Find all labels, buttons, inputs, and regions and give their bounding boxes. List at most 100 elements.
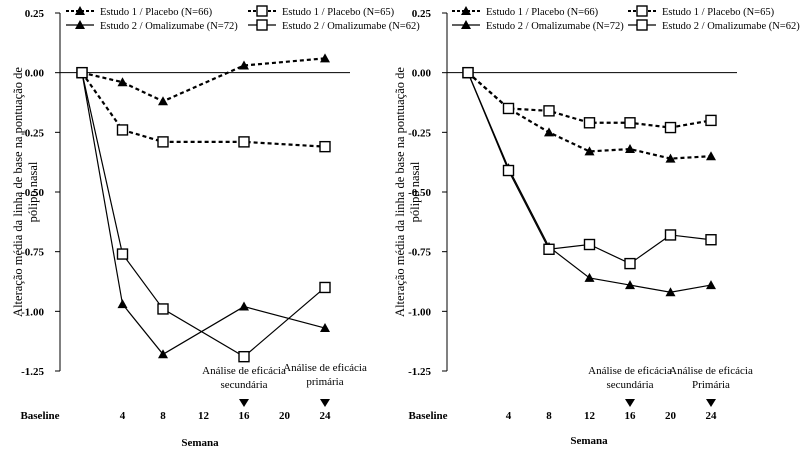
data-point-square [583,117,596,129]
data-point-triangle [706,280,716,290]
data-point-square [543,243,555,255]
annotation-arrow-icon [625,399,635,407]
data-point-square [664,121,677,134]
annotation-line-2: secundária [220,379,267,391]
legend-marker-icon [461,6,471,15]
series-1 [77,67,330,359]
data-point-triangle [625,144,635,154]
legend-marker-icon [256,19,268,31]
legend-label: Estudo 1 / Placebo (N=66) [100,7,213,18]
y-tick-label: 0.25 [412,8,432,20]
legend-marker-icon [75,6,85,15]
annotation-line-2: Primária [692,379,730,391]
annotation-arrow-icon [239,399,249,407]
series-line [467,71,712,160]
data-point-square [319,281,331,294]
data-point-square [116,124,129,136]
data-point-square [583,238,596,251]
data-point-square [705,234,717,246]
y-axis-label: Alteração média da linha de base na pont… [11,67,40,317]
series-line [81,72,326,358]
y-tick-label: 0.25 [25,8,45,20]
x-tick-label: 24 [320,410,332,422]
annotation-line-2: secundária [606,379,653,391]
chart-panel-left: 0.25 0.00 -0.25 -0.50 -0.75 -1.00 -1.25 Alteraç… [11,5,420,449]
x-axis-label: Semana [570,435,608,447]
legend-marker-icon [636,5,648,17]
y-tick-label: -1.00 [408,306,431,318]
legend-item: Estudo 1 / Placebo (N=66) [452,6,599,18]
data-point-triangle [665,153,676,163]
y-tick-label: -0.75 [21,247,44,259]
legend-item: Estudo 1 / Placebo (N=66) [66,6,213,18]
legend-label: Estudo 1 / Placebo (N=65) [282,7,395,18]
annotation-line-2: primária [306,376,343,388]
legend-item: Estudo 1 / Placebo (N=65) [248,5,395,18]
annotation-line-1: Análise de eficácia [669,365,753,377]
annotation-label: Análise de eficácia secundária [588,365,672,391]
x-tick-label: 4 [120,410,126,422]
y-tick-label: -0.50 [408,187,431,199]
data-point-square [664,229,677,241]
legend-label: Estudo 2 / Omalizumabe (N=62) [662,21,800,32]
y-tick-label: -0.50 [21,187,44,199]
data-point-square [502,102,515,115]
data-point-square [157,303,169,315]
data-point-square [238,350,250,363]
series-2 [76,66,331,153]
data-point-triangle [665,287,676,297]
data-point-triangle [158,96,168,106]
chart-panel-right: 0.25 0.00 -0.25 -0.50 -0.75 -1.00 -1.25 Alteraç… [393,5,800,447]
data-point-triangle [239,301,249,311]
legend: Estudo 1 / Placebo (N=66) Estudo 2 / Omal… [66,5,420,32]
legend-item: Estudo 2 / Omalizumabe (N=62) [248,19,420,32]
data-point-triangle [584,272,595,282]
series-3 [462,66,717,270]
data-point-square [238,136,250,148]
y-axis-label-line-1: Alteração média da linha de base na pont… [393,67,407,317]
legend-item: Estudo 2 / Omalizumabe (N=72) [66,20,238,32]
data-point-square [116,248,129,260]
y-tick-label: -1.00 [21,306,44,318]
y-tick-label: 0.00 [25,68,45,80]
x-tick-label: 8 [546,410,552,422]
annotation-arrow-icon [706,399,716,407]
data-point-triangle [706,151,716,161]
data-point-triangle [117,299,128,309]
x-tick-label: 12 [198,410,210,422]
x-tick-label: 16 [625,410,637,422]
y-tick-label: -0.75 [408,247,431,259]
data-point-square [624,257,636,270]
data-point-square [462,66,474,79]
data-point-square [76,66,88,79]
data-point-triangle [544,127,554,137]
data-point-triangle [625,280,635,290]
data-point-square [319,140,331,153]
data-point-square [157,136,169,148]
x-tick-label: Baseline [408,410,447,422]
x-axis-label: Semana [181,437,219,449]
series-2 [462,66,717,134]
annotation-line-1: Análise de eficácia [283,362,367,374]
series-3 [76,66,331,363]
legend-label: Estudo 2 / Omalizumabe (N=72) [100,21,238,32]
legend-marker-icon [636,19,648,31]
legend-label: Estudo 1 / Placebo (N=65) [662,7,775,18]
y-tick-label: 0.00 [412,68,432,80]
x-tick-label: 8 [160,410,166,422]
legend-label: Estudo 2 / Omalizumabe (N=72) [486,21,624,32]
legend-item: Estudo 2 / Omalizumabe (N=62) [628,19,800,32]
data-point-square [543,105,555,117]
legend-item: Estudo 2 / Omalizumabe (N=72) [452,20,624,32]
series-line [81,72,326,356]
y-axis-label-line-1: Alteração média da linha de base na pont… [11,67,25,317]
legend-label: Estudo 1 / Placebo (N=66) [486,7,599,18]
data-point-triangle [158,349,168,359]
y-tick-label: -1.25 [21,366,44,378]
data-point-square [624,117,636,129]
data-point-triangle [239,60,249,70]
y-tick-label: -0.25 [408,127,431,139]
y-axis-label: Alteração média da linha de base na pont… [393,67,422,317]
y-tick-label: -1.25 [408,366,431,378]
